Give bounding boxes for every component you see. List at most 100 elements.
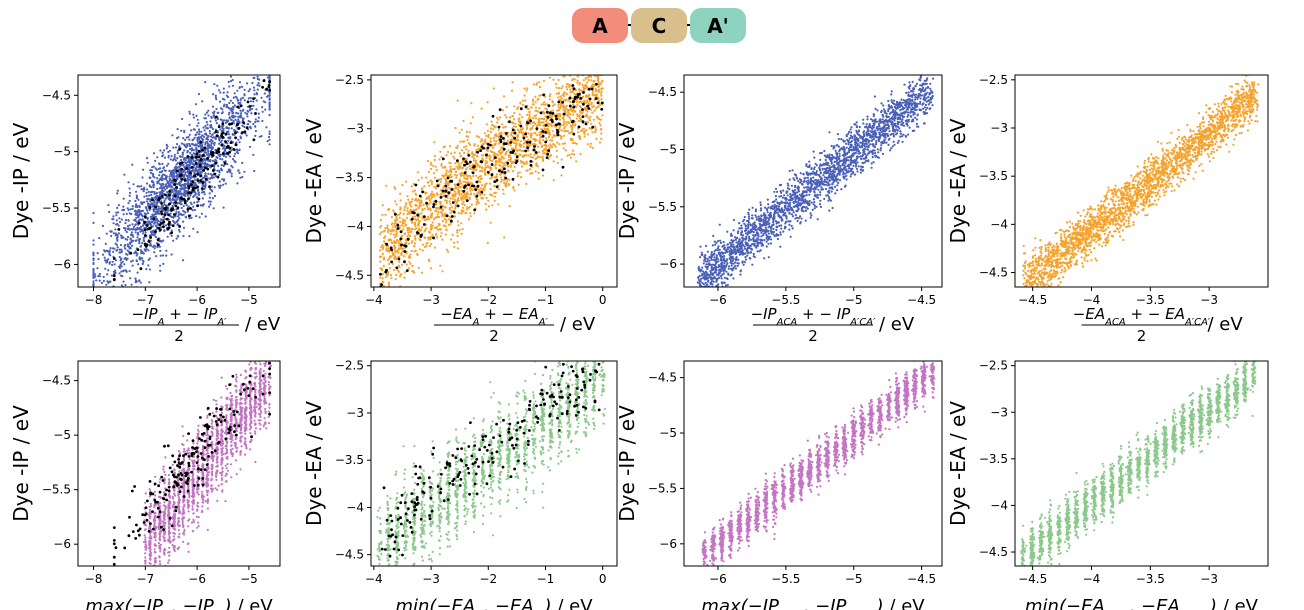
data-point	[579, 111, 582, 114]
data-point	[173, 220, 176, 224]
data-point	[179, 171, 182, 174]
series-blue	[92, 43, 271, 319]
xlabel-unit: / eV	[560, 314, 596, 335]
data-point	[153, 244, 156, 247]
data-point	[245, 126, 249, 130]
data-point	[431, 224, 434, 227]
data-point	[191, 180, 195, 184]
data-point	[120, 270, 123, 273]
data-point	[118, 248, 121, 251]
data-point	[120, 261, 123, 265]
data-point	[478, 192, 481, 195]
data-point	[122, 213, 125, 216]
data-point	[153, 176, 156, 179]
data-point	[114, 317, 116, 319]
data-point	[475, 174, 478, 177]
data-point	[579, 152, 582, 156]
data-point	[600, 87, 603, 90]
data-point	[395, 290, 397, 292]
data-point	[186, 199, 189, 203]
data-point	[267, 55, 269, 57]
data-point	[180, 167, 184, 171]
data-point	[113, 301, 115, 303]
data-point	[439, 150, 442, 153]
data-point	[479, 175, 482, 178]
data-point	[413, 228, 416, 231]
data-point	[152, 186, 155, 189]
data-point	[219, 128, 222, 131]
data-point	[559, 105, 562, 108]
data-point	[444, 194, 448, 198]
data-point	[495, 173, 499, 176]
data-point	[143, 201, 146, 204]
data-point	[540, 144, 543, 147]
data-point	[141, 202, 144, 205]
data-point	[394, 278, 397, 281]
data-point	[538, 134, 541, 137]
data-point	[218, 139, 221, 142]
data-point	[569, 88, 572, 91]
data-point	[483, 188, 486, 191]
data-point	[563, 125, 566, 128]
data-point	[384, 213, 387, 216]
data-point	[552, 160, 555, 163]
data-point	[150, 224, 153, 227]
data-point	[152, 208, 155, 211]
data-point	[399, 237, 403, 241]
data-point	[467, 154, 471, 157]
data-point	[586, 110, 589, 113]
data-point	[525, 160, 528, 163]
data-point	[249, 145, 252, 148]
data-point	[224, 140, 228, 144]
data-point	[209, 126, 212, 129]
data-point	[456, 240, 459, 244]
data-point	[430, 182, 433, 186]
data-point	[502, 147, 506, 151]
data-point	[524, 99, 527, 102]
data-point	[440, 177, 443, 180]
data-point	[184, 171, 187, 174]
data-point	[573, 153, 576, 156]
data-point	[529, 160, 533, 163]
data-point	[454, 126, 457, 130]
data-point	[431, 233, 434, 236]
data-point	[253, 169, 256, 173]
data-point	[599, 118, 603, 121]
data-point	[243, 63, 245, 65]
data-point	[576, 95, 579, 99]
data-point	[164, 197, 167, 200]
ylabel: Dye -IP / eV	[9, 122, 33, 239]
data-point	[242, 121, 246, 124]
data-point	[479, 149, 482, 153]
data-point	[390, 216, 393, 219]
data-point	[120, 284, 123, 287]
data-point	[499, 138, 502, 142]
data-point	[706, 250, 710, 253]
data-point	[578, 95, 581, 98]
data-point	[520, 143, 523, 147]
data-point	[146, 212, 150, 215]
data-point	[473, 193, 476, 196]
data-point	[269, 43, 271, 45]
data-point	[108, 249, 111, 252]
data-point	[224, 148, 227, 152]
data-point	[148, 194, 151, 197]
data-point	[601, 54, 603, 56]
data-point	[437, 216, 441, 219]
data-point	[453, 241, 456, 244]
data-point	[151, 179, 154, 183]
data-point	[454, 170, 457, 173]
data-point	[514, 145, 517, 148]
data-point	[542, 71, 544, 73]
data-point	[137, 263, 140, 266]
data-point	[546, 132, 550, 135]
data-point	[447, 191, 451, 195]
data-point	[261, 106, 264, 109]
data-point	[197, 145, 200, 148]
data-point	[208, 192, 211, 195]
data-point	[559, 99, 563, 102]
data-point	[557, 106, 560, 109]
data-point	[484, 140, 487, 143]
data-point	[547, 144, 550, 147]
data-point	[94, 273, 97, 276]
